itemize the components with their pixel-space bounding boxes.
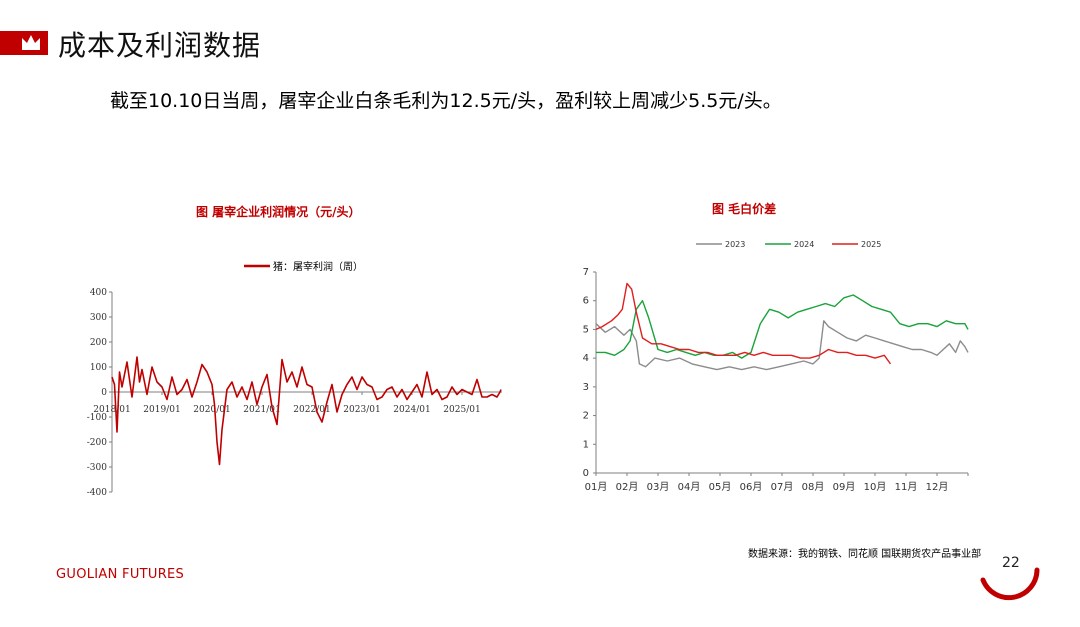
- legend-label-slaughter-profit: 猪：屠宰利润（周）: [273, 260, 363, 273]
- x-tick-label: 2025/01: [443, 405, 480, 415]
- x-tick-label: 05月: [709, 481, 732, 493]
- legend-label-2023: 2023: [725, 240, 745, 249]
- summary-text: 截至10.10日当周，屠宰企业白条毛利为12.5元/头，盈利较上周减少5.5元/…: [110, 90, 782, 112]
- y-tick-label: 5: [583, 324, 589, 335]
- y-tick-label: 1: [583, 439, 589, 450]
- slaughter-profit-chart: 猪：屠宰利润（周） 400 300 200 100 0 -100 -200 -300 -400 20…: [87, 260, 502, 498]
- legend-label-2024: 2024: [794, 240, 814, 249]
- chart2-title: 图 毛白价差: [712, 202, 777, 216]
- x-tick-label: 2023/01: [343, 405, 380, 415]
- series-line-2023: [595, 320, 969, 371]
- x-tick-label: 08月: [802, 481, 825, 493]
- y-tick-label: 200: [90, 338, 107, 348]
- y-tick-label: -100: [87, 413, 107, 423]
- y-tick-label: 4: [583, 353, 589, 364]
- chart1-title: 图 屠宰企业利润情况（元/头）: [196, 205, 361, 219]
- x-tick-label: 11月: [895, 481, 918, 493]
- x-tick-label: 2022/01: [293, 405, 330, 415]
- crown-shape: [22, 35, 40, 50]
- y-tick-label: -400: [87, 488, 107, 498]
- x-tick-label: 06月: [740, 481, 763, 493]
- hog-carcass-spread-chart: 2023 2024 2025 0 1 2 3 4 5 6 7 01月 02月 03月 04月 05月 06月 07…: [583, 240, 969, 493]
- x-tick-label: 09月: [833, 481, 856, 493]
- y-tick-label: 100: [90, 363, 107, 373]
- crown-logo-icon: [0, 31, 48, 55]
- x-tick-label: 02月: [616, 481, 639, 493]
- x-tick-label: 07月: [771, 481, 794, 493]
- page-number: 22: [1002, 555, 1020, 571]
- y-tick-label: -300: [87, 463, 107, 473]
- x-tick-label: 2020/01: [193, 405, 230, 415]
- x-tick-label: 2021/01: [243, 405, 280, 415]
- y-tick-label: 400: [90, 288, 107, 298]
- y-tick-label: -200: [87, 438, 107, 448]
- x-tick-label: 04月: [678, 481, 701, 493]
- y-tick-label: 0: [101, 388, 107, 398]
- x-tick-label: 2018/01: [93, 405, 130, 415]
- y-tick-label: 7: [583, 267, 589, 278]
- x-tick-label: 2019/01: [143, 405, 180, 415]
- y-tick-label: 2: [583, 411, 589, 422]
- series-line-2024: [596, 294, 969, 359]
- y-tick-label: 3: [583, 382, 589, 393]
- data-source: 数据来源：我的钢铁、同花顺 国联期货农产品事业部: [748, 549, 982, 560]
- page-number-arc-icon: [980, 567, 1040, 601]
- y-tick-label: 0: [583, 468, 589, 479]
- x-tick-label: 10月: [864, 481, 887, 493]
- x-tick-label: 2024/01: [393, 405, 430, 415]
- x-tick-label: 12月: [926, 481, 949, 493]
- legend-label-2025: 2025: [861, 240, 881, 249]
- y-tick-label: 6: [583, 296, 589, 307]
- brand-logo-text: GUOLIAN FUTURES: [56, 567, 185, 582]
- series-line-2025: [595, 282, 892, 365]
- x-tick-label: 01月: [585, 481, 608, 493]
- y-tick-label: 300: [90, 313, 107, 323]
- page-title: 成本及利润数据: [58, 29, 262, 62]
- x-tick-label: 03月: [647, 481, 670, 493]
- series-line-slaughter-profit: [111, 356, 502, 466]
